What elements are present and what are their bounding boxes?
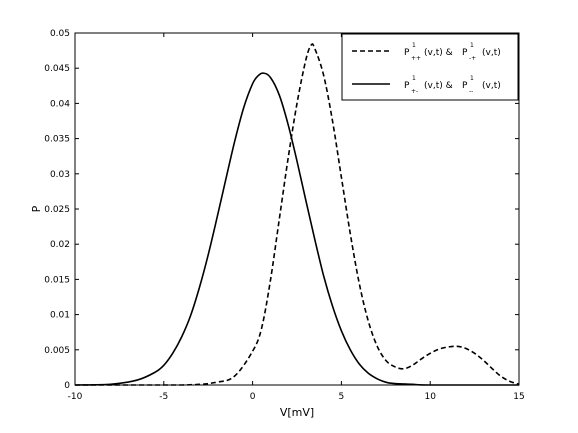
legend-1-sym2: P: [462, 48, 468, 58]
y-tick-label: 0.005: [44, 346, 70, 356]
y-tick-label: 0.015: [44, 275, 70, 285]
y-tick-label: 0.05: [50, 29, 70, 39]
legend-2-sym: P: [404, 81, 410, 91]
x-tick-label: 15: [513, 392, 524, 402]
legend-2-sup2: 1: [470, 75, 474, 82]
y-tick-label: 0.04: [50, 99, 70, 109]
y-tick-label: 0.035: [44, 135, 70, 145]
legend-2-sup: 1: [412, 75, 416, 82]
legend-1-sub2: -+: [469, 55, 476, 62]
series-line-dashed: [75, 43, 520, 386]
x-tick-label: 10: [424, 392, 436, 402]
legend-1-sym: P: [404, 48, 410, 58]
axis-ticks: -10 -5 0 5 10 15 0 0.005 0.01 0.015 0.02 0.025 0.03 0…: [44, 29, 524, 402]
y-tick-label: 0.045: [44, 64, 70, 74]
y-tick-label: 0.03: [50, 170, 70, 180]
legend-1-sub: ++: [411, 55, 421, 62]
legend-2-sub2: --: [469, 88, 473, 95]
legend-2-args2: (v,t): [482, 81, 501, 91]
x-tick-label: 5: [339, 392, 345, 402]
legend-1-sup2: 1: [470, 42, 474, 49]
x-tick-label: -5: [159, 392, 168, 402]
legend-1-args2: (v,t): [482, 48, 501, 58]
legend-1-sup: 1: [412, 42, 416, 49]
y-tick-label: 0: [64, 381, 70, 391]
x-tick-label: 0: [250, 392, 256, 402]
legend-1-args: (v,t) &: [424, 48, 453, 58]
series-line-solid: [74, 72, 519, 386]
x-axis-title: V[mV]: [280, 406, 314, 419]
legend: P 1 ++ (v,t) & P 1 -+ (v,t) P 1 +- (v,t)…: [341, 33, 519, 101]
x-tick-label: -10: [68, 392, 83, 402]
legend-entry-1: P 1 ++ (v,t) & P 1 -+ (v,t): [404, 42, 501, 62]
legend-entry-2: P 1 +- (v,t) & P 1 -- (v,t): [404, 75, 501, 95]
legend-2-sub: +-: [411, 88, 418, 95]
y-tick-label: 0.01: [50, 311, 70, 321]
legend-2-sym2: P: [462, 81, 468, 91]
series-layer: [74, 43, 520, 386]
legend-box: [341, 33, 519, 101]
y-axis-title: P: [30, 205, 43, 212]
y-tick-label: 0.025: [44, 205, 70, 215]
y-tick-label: 0.02: [50, 240, 70, 250]
legend-2-args: (v,t) &: [424, 81, 453, 91]
